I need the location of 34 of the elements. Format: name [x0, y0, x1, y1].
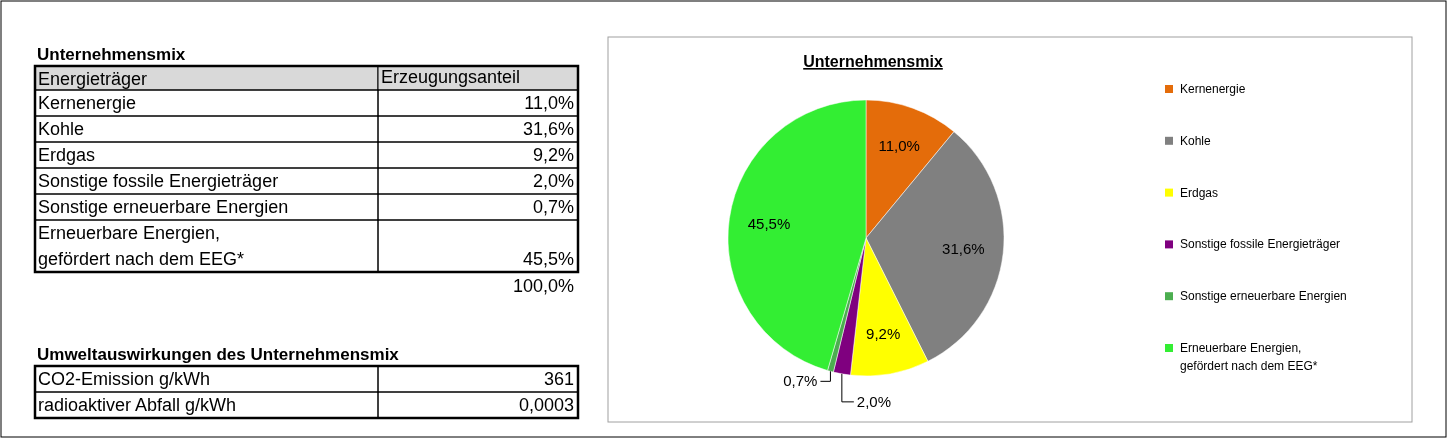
text: Erzeugungsanteil	[381, 67, 521, 87]
text: 9,2%	[532, 145, 574, 165]
text: 0,0003	[518, 395, 574, 415]
legend-label: Sonstige erneuerbare Energien	[1180, 289, 1347, 304]
data-label: 31,6%	[942, 240, 985, 258]
data-label: 2,0%	[856, 392, 892, 410]
text: 2,0%	[532, 171, 574, 191]
text: Umweltauswirkungen des Unternehmensmix	[37, 345, 400, 364]
category-label: Erdgas	[38, 145, 96, 165]
text: Unternehmensmix	[37, 45, 186, 64]
category-label: Sonstige erneuerbare Energien	[38, 197, 289, 217]
legend-label: Kernenergie	[1180, 82, 1246, 96]
category-label: radioaktiver Abfall g/kWh	[38, 395, 237, 415]
legend-label: Erdgas	[1180, 185, 1219, 200]
legend-label: Kohle	[1180, 133, 1212, 148]
category-label: Sonstige fossile Energieträger	[38, 171, 279, 191]
legend-label: Sonstige fossile Energieträger	[1180, 237, 1341, 252]
category-label: CO2-Emission g/kWh	[38, 369, 211, 389]
text: 100,0%	[512, 276, 574, 296]
category-label: Kernenergie	[38, 93, 137, 113]
category-label: Kohle	[38, 119, 85, 139]
text: 0,7%	[532, 197, 574, 217]
text: 45,5%	[522, 249, 574, 269]
chart-title: Unternehmensmix	[803, 53, 943, 70]
text: 361	[543, 369, 574, 389]
data-label: 0,7%	[783, 372, 818, 390]
category-label: Erneuerbare Energien, gefördert nach dem EEG*	[38, 223, 245, 269]
text: 31,6%	[522, 119, 574, 139]
legend-label: Erneuerbare Energien, gefördert nach dem EEG*	[1180, 341, 1318, 373]
data-label: 11,0%	[878, 136, 920, 154]
data-label: 9,2%	[866, 325, 901, 343]
text: Energieträger	[38, 69, 148, 89]
data-label: 45,5%	[747, 215, 791, 233]
text: 11,0%	[524, 93, 574, 113]
